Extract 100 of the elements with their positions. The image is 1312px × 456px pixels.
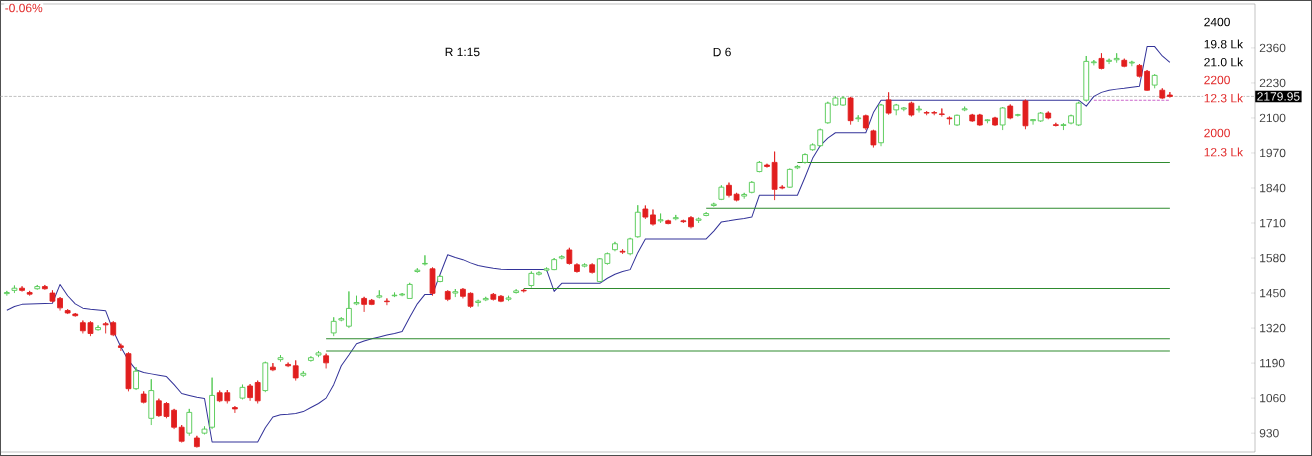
candlestick xyxy=(285,362,291,368)
candlestick xyxy=(786,168,793,189)
candlestick xyxy=(3,290,10,297)
candlestick xyxy=(1045,111,1052,120)
text: 19.8 Lk xyxy=(1204,39,1244,49)
candlestick xyxy=(1128,60,1135,67)
y-tick-label: 2100 xyxy=(1259,113,1286,123)
y-tick-label: 1970 xyxy=(1260,148,1286,158)
candlestick xyxy=(34,284,41,291)
y-tick-label: 1450 xyxy=(1260,288,1286,298)
candlestick xyxy=(414,267,421,274)
candlestick xyxy=(308,355,314,363)
candlestick xyxy=(718,184,725,201)
candlestick xyxy=(695,217,702,224)
candlestick xyxy=(710,202,717,208)
candlestick xyxy=(346,290,352,329)
candlestick xyxy=(1121,58,1128,68)
candlestick xyxy=(878,103,884,147)
candlestick xyxy=(41,284,48,291)
candlestick xyxy=(703,211,710,217)
candlestick xyxy=(748,180,755,194)
candlestick xyxy=(581,262,588,268)
candlestick xyxy=(969,113,976,123)
candlestick xyxy=(376,289,383,299)
ref-line-label: 2179.95 xyxy=(1257,92,1300,101)
candlestick xyxy=(1166,91,1173,99)
candlestick xyxy=(688,215,694,229)
candlestick xyxy=(794,164,801,170)
candlestick xyxy=(672,214,679,221)
candlestick xyxy=(406,282,413,300)
y-tick-label: 2230 xyxy=(1259,78,1286,88)
y-tick-label: 930 xyxy=(1259,428,1279,438)
candlestick xyxy=(368,298,375,306)
candlestick xyxy=(870,129,877,149)
candlestick xyxy=(733,192,740,202)
candlestick xyxy=(1075,101,1082,127)
candlestick xyxy=(1083,55,1090,103)
y-tick-label: 1190 xyxy=(1260,358,1285,368)
candlestick xyxy=(247,383,253,402)
candlestick xyxy=(741,192,748,200)
candlestick xyxy=(1014,113,1021,118)
candlestick xyxy=(885,91,892,116)
candlestick xyxy=(148,378,155,426)
candlestick xyxy=(1090,59,1097,66)
annotation: -0.06% xyxy=(5,3,43,13)
candlestick xyxy=(437,275,444,283)
text: 12.3 Lk xyxy=(1204,93,1244,103)
candlestick xyxy=(1030,118,1036,126)
candlestick xyxy=(277,354,284,363)
candlestick xyxy=(209,377,215,430)
candlestick xyxy=(498,294,504,303)
candlestick xyxy=(1037,111,1044,123)
candlestick xyxy=(482,296,489,302)
candlestick xyxy=(232,405,238,414)
candlestick xyxy=(900,106,907,112)
candlestick xyxy=(589,262,596,275)
candlestick xyxy=(802,153,808,165)
candlestick xyxy=(1007,104,1014,120)
candlestick xyxy=(847,96,854,126)
candlestick xyxy=(422,254,428,267)
candlestick xyxy=(1022,99,1029,130)
annotation: R 1:15 xyxy=(445,47,480,57)
candlestick xyxy=(627,237,634,256)
candlestick xyxy=(361,296,367,313)
candlestick xyxy=(680,219,687,224)
text: 2400 xyxy=(1204,17,1230,27)
candlestick xyxy=(513,288,520,295)
candlestick xyxy=(558,254,565,260)
candlestick xyxy=(178,424,185,444)
candlestick xyxy=(726,182,732,198)
candlestick xyxy=(840,95,846,107)
candlestick xyxy=(315,350,322,358)
y-tick-label: 1710 xyxy=(1260,218,1286,228)
candlestick xyxy=(330,316,337,337)
candlestick xyxy=(650,209,656,227)
candlestick xyxy=(1068,114,1074,125)
candlestick xyxy=(140,390,147,404)
text: 12.3 Lk xyxy=(1204,147,1244,157)
candlestick xyxy=(999,106,1006,131)
candlestick xyxy=(186,408,193,437)
candlestick xyxy=(612,241,618,252)
candlestick xyxy=(429,267,436,297)
y-tick-label: 2360 xyxy=(1259,43,1286,53)
candlestick xyxy=(893,103,900,116)
candlestick xyxy=(117,343,124,352)
candlestick xyxy=(528,271,535,289)
candlestick xyxy=(536,271,542,276)
candlestick xyxy=(946,116,953,126)
annotation: D 6 xyxy=(713,47,731,57)
candlestick xyxy=(11,285,18,294)
candlestick xyxy=(1151,73,1158,89)
candlestick xyxy=(976,113,983,127)
candlestick xyxy=(566,247,573,266)
candlestick xyxy=(992,116,998,127)
candlestick xyxy=(657,213,664,224)
candlestick xyxy=(862,114,869,131)
candlestick xyxy=(201,425,208,435)
candlestick xyxy=(452,288,459,298)
candlestick xyxy=(961,106,968,112)
y-tick-label: 1580 xyxy=(1260,253,1286,263)
